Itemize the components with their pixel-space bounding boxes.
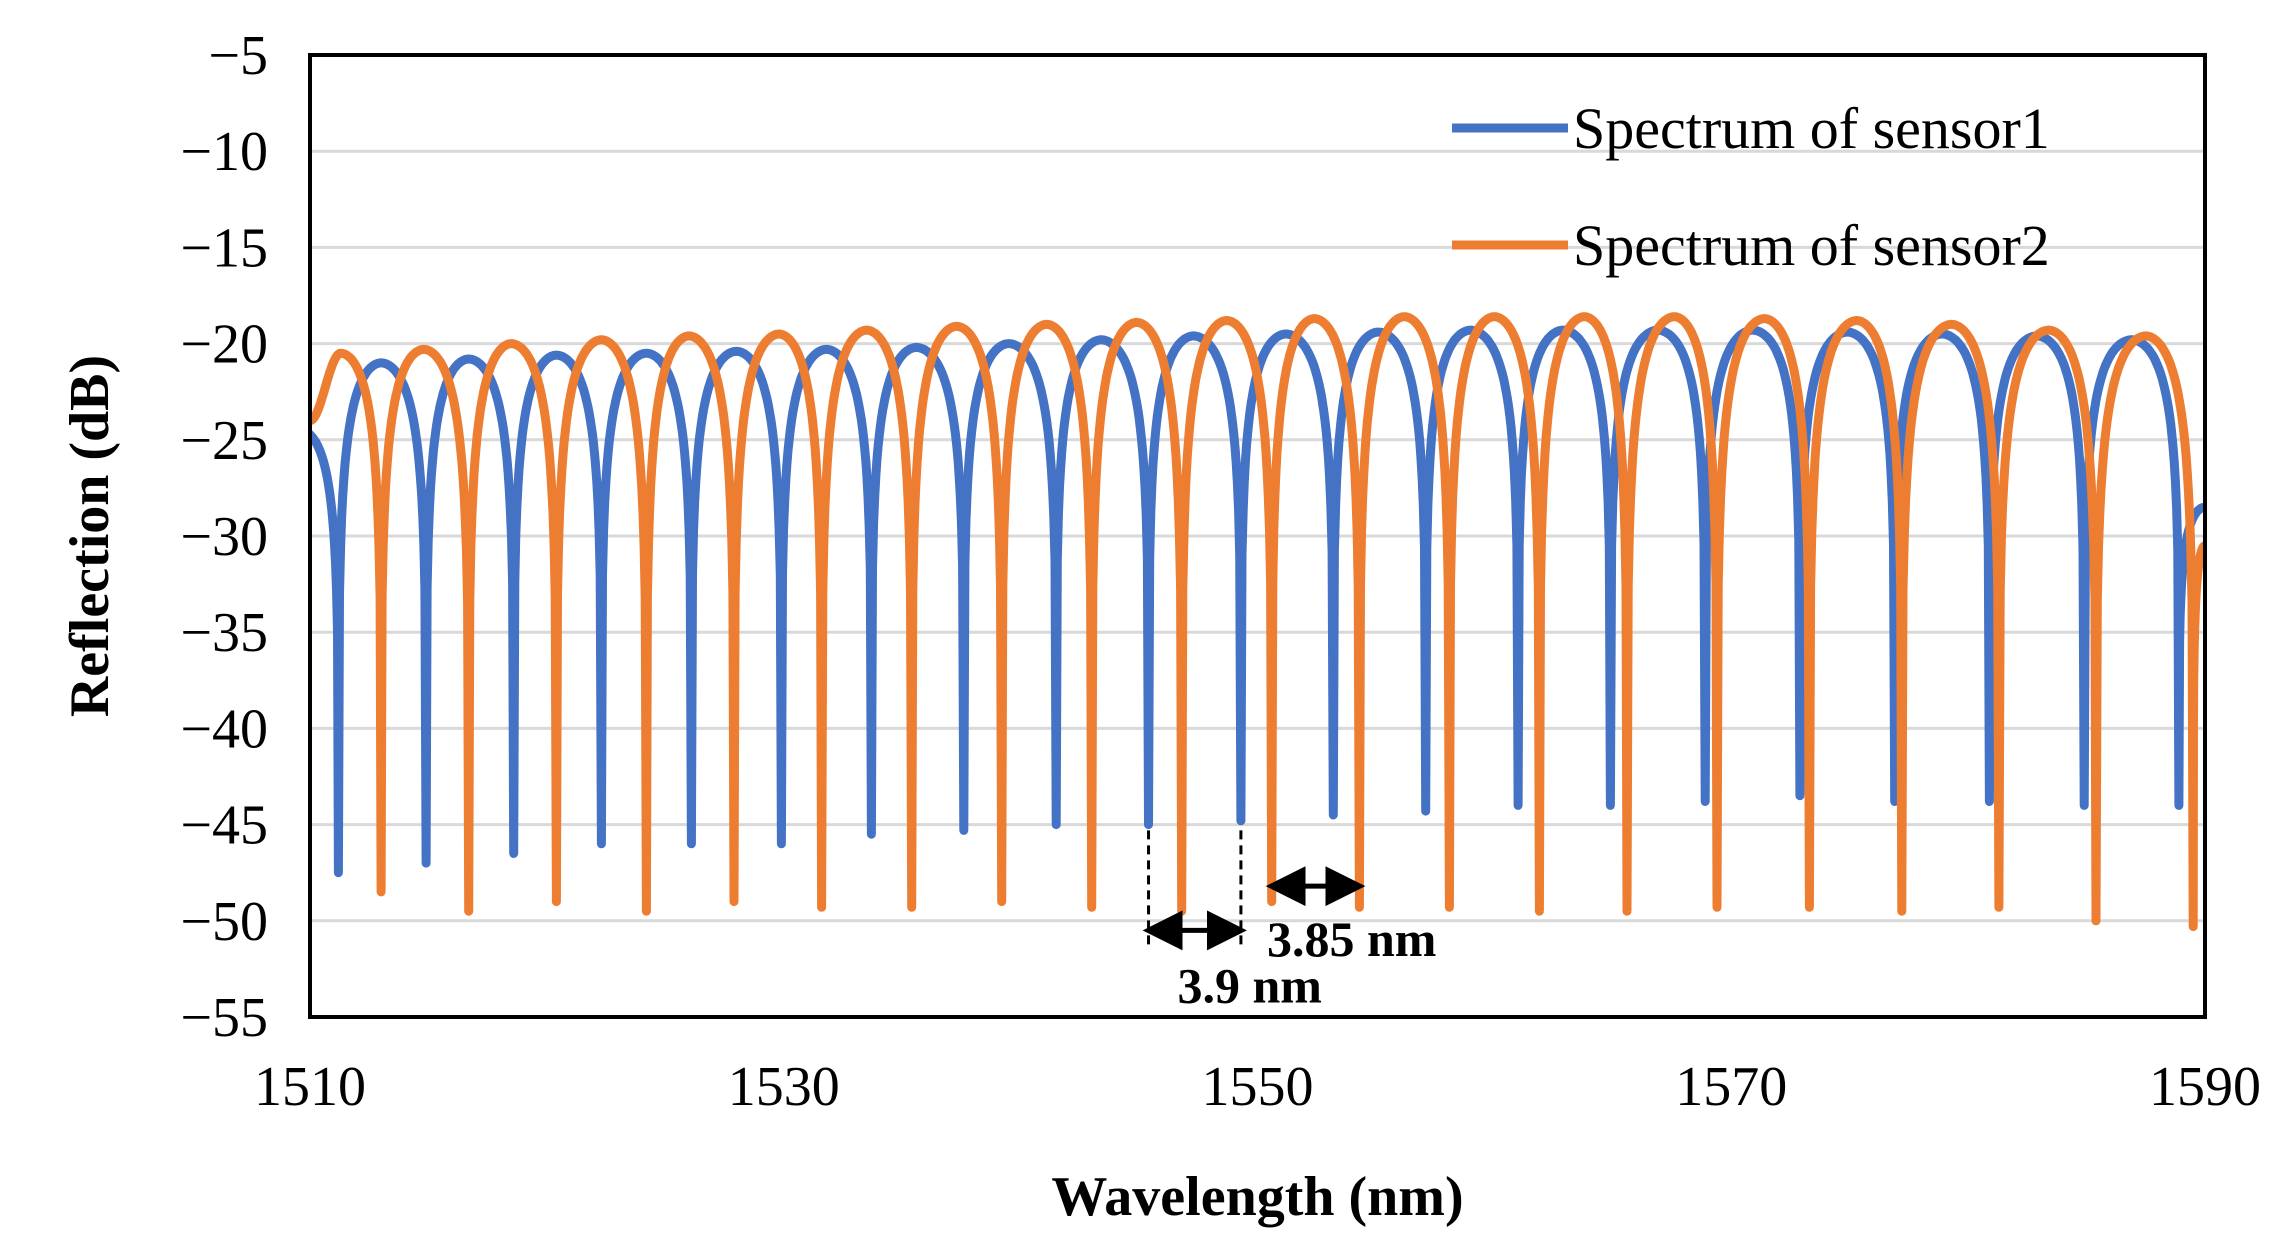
y-tick-label: −45 — [180, 795, 268, 857]
annotation-label: 3.85 nm — [1267, 911, 1436, 967]
x-tick-label: 1550 — [1202, 1056, 1314, 1118]
y-tick-label: −40 — [180, 698, 268, 760]
y-tick-labels: −5 −10 −15 −20 −25 −30 −35 −40 −45 −50 −55 — [180, 25, 268, 1049]
gridlines — [310, 149, 2205, 923]
legend: Spectrum of sensor1 Spectrum of sensor2 — [1452, 96, 2050, 278]
x-tick-labels: 1510 1530 1550 1570 1590 — [254, 1056, 2261, 1118]
y-tick-label: −50 — [180, 891, 268, 953]
x-axis-title: Wavelength (nm) — [1051, 1166, 1463, 1228]
x-tick-label: 1530 — [728, 1056, 840, 1118]
plot-series — [310, 312, 2205, 932]
series-line-sensor1 — [310, 325, 2205, 878]
y-tick-label: −55 — [180, 987, 268, 1049]
y-tick-label: −30 — [180, 506, 268, 568]
y-tick-label: −25 — [180, 410, 268, 472]
legend-label-sensor1: Spectrum of sensor1 — [1573, 96, 2050, 161]
annotation-label: 3.9 nm — [1177, 957, 1321, 1013]
y-tick-label: −5 — [208, 25, 268, 87]
x-tick-label: 1570 — [1675, 1056, 1787, 1118]
spacing-annotations: 3.9 nm3.85 nm — [1142, 830, 1436, 1013]
y-tick-label: −15 — [180, 217, 268, 279]
y-axis-title: Reflection (dB) — [59, 355, 121, 717]
legend-label-sensor2: Spectrum of sensor2 — [1573, 213, 2050, 278]
y-tick-label: −20 — [180, 314, 268, 376]
spacing-annotation-1: 3.9 nm — [1142, 830, 1322, 1013]
spacing-annotation-2: 3.85 nm — [1265, 866, 1436, 967]
y-tick-label: −35 — [180, 602, 268, 664]
x-tick-label: 1590 — [2149, 1056, 2261, 1118]
series-line-sensor2 — [310, 312, 2205, 932]
plot-frame — [308, 53, 2207, 1019]
y-tick-label: −10 — [180, 121, 268, 183]
x-tick-label: 1510 — [254, 1056, 366, 1118]
